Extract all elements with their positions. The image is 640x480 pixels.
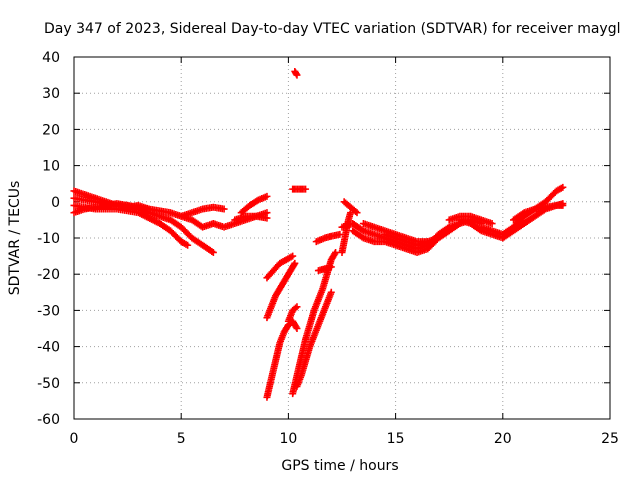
data-point bbox=[327, 288, 335, 296]
data-point bbox=[559, 183, 567, 191]
data-point bbox=[293, 303, 301, 311]
y-tick-label: 0 bbox=[51, 195, 60, 211]
data-point bbox=[488, 220, 496, 228]
series-arc-17 bbox=[314, 263, 335, 275]
data-point bbox=[292, 323, 300, 331]
data-point bbox=[293, 325, 301, 332]
series-arc-28 bbox=[510, 200, 567, 224]
y-tick-label: -60 bbox=[37, 412, 60, 428]
series-arc-9 bbox=[263, 252, 297, 282]
y-tick-label: 40 bbox=[42, 50, 60, 66]
data-point bbox=[292, 304, 300, 312]
series-arc-15 bbox=[291, 67, 301, 79]
x-tick-label: 20 bbox=[494, 431, 512, 447]
x-axis-label: GPS time / hours bbox=[281, 458, 398, 474]
y-tick-label: -40 bbox=[37, 340, 60, 356]
data-point bbox=[293, 71, 301, 79]
chart-title: Day 347 of 2023, Sidereal Day-to-day VTE… bbox=[44, 21, 621, 37]
data-point bbox=[291, 259, 299, 267]
y-axis-label: SDTVAR / TECUs bbox=[7, 181, 23, 296]
y-axis-ticks: -60 -50 -40 -30 -20 -10 0 10 20 30 40 bbox=[37, 50, 610, 428]
series-arc-18 bbox=[312, 230, 344, 246]
series-arc-22 bbox=[349, 227, 453, 256]
data-point bbox=[289, 252, 297, 260]
data-point bbox=[263, 192, 271, 200]
data-point bbox=[331, 250, 339, 258]
data-point bbox=[332, 248, 340, 256]
data-point bbox=[220, 205, 228, 213]
series-arc-10 bbox=[263, 259, 299, 322]
data-point bbox=[353, 209, 361, 217]
series-arc-14 bbox=[293, 288, 335, 390]
y-tick-label: 10 bbox=[42, 159, 60, 175]
data-point bbox=[559, 200, 567, 208]
data-point bbox=[145, 205, 153, 213]
series-arc-7 bbox=[237, 192, 271, 217]
series-arc-27 bbox=[445, 212, 496, 228]
data-point bbox=[327, 263, 335, 271]
series-arc-13 bbox=[289, 248, 340, 398]
x-tick-label: 5 bbox=[177, 431, 186, 447]
series-arc-11 bbox=[263, 317, 301, 401]
data-point bbox=[263, 214, 271, 222]
series-arc-3 bbox=[70, 201, 192, 249]
y-tick-label: 30 bbox=[42, 86, 60, 102]
data-point bbox=[209, 248, 217, 256]
x-tick-label: 25 bbox=[601, 431, 619, 447]
series-arc-12 bbox=[284, 303, 301, 325]
y-tick-label: -50 bbox=[37, 376, 60, 392]
y-tick-label: -10 bbox=[37, 231, 60, 247]
data-point bbox=[424, 238, 432, 246]
series-arc-5 bbox=[177, 203, 228, 220]
y-tick-label: -20 bbox=[37, 267, 60, 283]
series-arc-16 bbox=[289, 185, 310, 193]
series-arc-4 bbox=[70, 194, 153, 213]
x-axis-ticks: 0 5 10 15 20 25 bbox=[70, 57, 619, 447]
data-point bbox=[454, 221, 462, 229]
data-point bbox=[208, 247, 216, 255]
data-point bbox=[184, 241, 192, 249]
series-arc-20 bbox=[340, 198, 361, 217]
data-point bbox=[302, 185, 310, 193]
x-tick-label: 10 bbox=[279, 431, 297, 447]
series-arc-8 bbox=[231, 212, 271, 224]
data-points bbox=[70, 67, 567, 401]
series-arc-24 bbox=[381, 230, 432, 249]
data-point bbox=[352, 207, 360, 215]
x-tick-label: 15 bbox=[387, 431, 405, 447]
y-tick-label: 20 bbox=[42, 122, 60, 138]
x-tick-label: 0 bbox=[70, 431, 79, 447]
y-tick-label: -30 bbox=[37, 303, 60, 319]
